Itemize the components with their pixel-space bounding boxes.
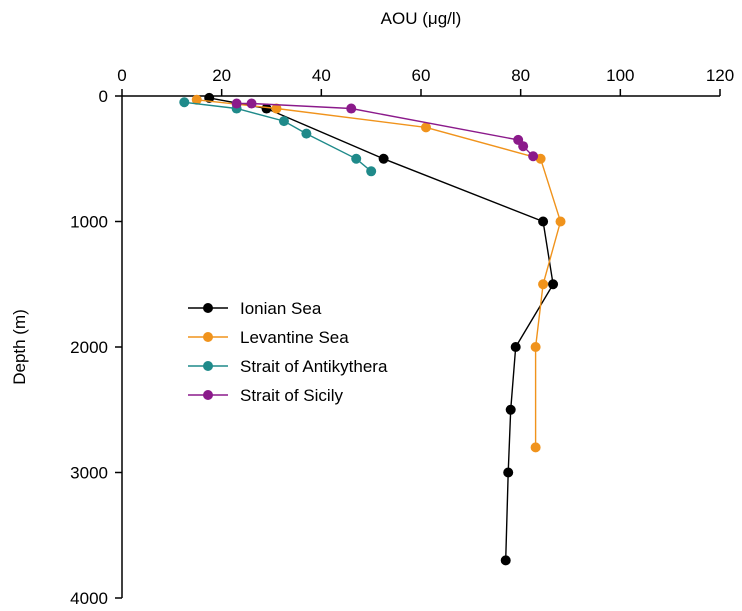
levantine-sea-point — [420, 122, 431, 133]
legend-swatch-marker — [203, 303, 213, 313]
y-tick-label: 0 — [99, 87, 108, 106]
legend-label: Strait of Sicily — [240, 386, 343, 405]
legend-swatch-marker — [203, 361, 213, 371]
strait-of-antikythera-point — [366, 166, 377, 177]
legend-label: Ionian Sea — [240, 299, 322, 318]
y-axis: 0 1000 2000 3000 4000 — [70, 87, 123, 608]
levantine-sea-point — [271, 103, 282, 114]
strait-of-antikythera-point — [179, 97, 190, 108]
strait-of-antikythera-point — [278, 116, 289, 127]
y-tick-label: 4000 — [70, 589, 108, 608]
levantine-sea-point — [555, 216, 566, 227]
legend-label: Levantine Sea — [240, 328, 349, 347]
ionian-sea-point — [503, 467, 514, 478]
x-tick-label: 40 — [312, 66, 331, 85]
ionian-sea-point — [378, 153, 389, 164]
y-tick-label: 2000 — [70, 338, 108, 357]
strait-of-sicily-point — [518, 141, 529, 152]
ionian-sea-point — [500, 555, 511, 566]
strait-of-sicily-line — [236, 102, 534, 157]
ionian-sea-point — [261, 103, 272, 114]
ionian-sea-point — [505, 404, 516, 415]
strait-of-antikythera-point — [351, 153, 362, 164]
ionian-sea-point — [548, 279, 559, 290]
legend-label: Strait of Antikythera — [240, 357, 388, 376]
legend-swatch-marker — [203, 390, 213, 400]
strait-of-sicily-point — [231, 98, 242, 109]
x-axis: 0 20 40 60 80 100 120 — [117, 66, 734, 97]
series-ionian-sea — [204, 92, 559, 566]
legend-item-ionian-sea: Ionian Sea — [188, 299, 322, 318]
x-tick-label: 80 — [511, 66, 530, 85]
legend-item-strait-of-antikythera: Strait of Antikythera — [188, 357, 388, 376]
legend-item-strait-of-sicily: Strait of Sicily — [188, 386, 343, 405]
ionian-sea-point — [538, 216, 549, 227]
strait-of-sicily-point — [246, 98, 257, 109]
strait-of-sicily-point — [528, 151, 539, 162]
x-axis-title: AOU (μg/l) — [381, 9, 462, 28]
ionian-sea-point — [510, 342, 521, 352]
levantine-sea-point — [538, 279, 549, 290]
legend-item-levantine-sea: Levantine Sea — [188, 328, 349, 347]
strait-of-sicily-point — [346, 103, 357, 114]
levantine-sea-line — [196, 99, 562, 448]
y-tick-label: 1000 — [70, 213, 108, 232]
levantine-sea-point — [530, 442, 541, 453]
x-tick-label: 120 — [706, 66, 734, 85]
x-tick-label: 100 — [606, 66, 634, 85]
x-tick-label: 20 — [212, 66, 231, 85]
levantine-sea-point — [191, 94, 202, 105]
legend: Ionian Sea Levantine Sea Strait of Antikyt… — [188, 299, 388, 405]
y-tick-label: 3000 — [70, 464, 108, 483]
legend-swatch-marker — [203, 332, 213, 342]
levantine-sea-point — [530, 342, 541, 352]
series-layer — [179, 92, 566, 566]
series-strait-of-sicily — [231, 98, 539, 162]
x-tick-label: 60 — [412, 66, 431, 85]
strait-of-antikythera-point — [301, 128, 312, 139]
x-tick-label: 0 — [117, 66, 126, 85]
y-axis-title: Depth (m) — [10, 309, 29, 385]
